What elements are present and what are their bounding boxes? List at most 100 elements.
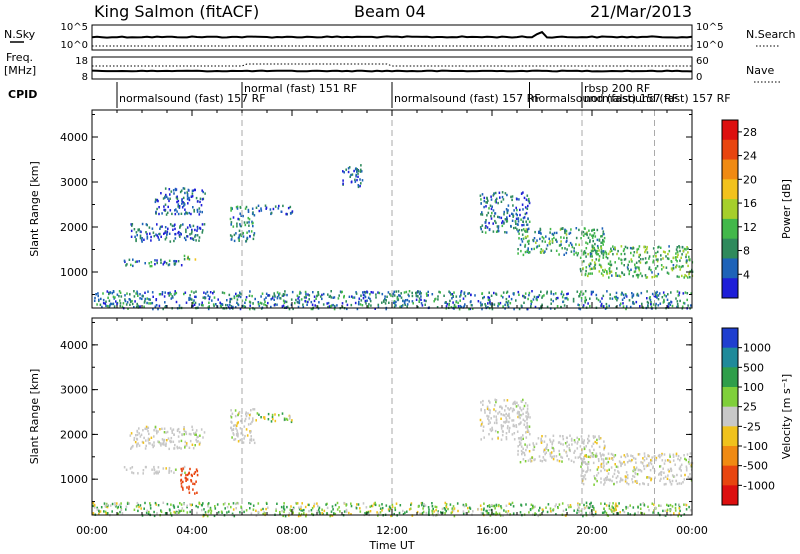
- echo-cell: [680, 482, 683, 485]
- echo-cell: [505, 418, 508, 421]
- echo-cell: [636, 251, 638, 254]
- echo-cell: [135, 239, 137, 243]
- echo-cell: [499, 405, 502, 408]
- echo-cell: [667, 468, 670, 471]
- echo-cell: [136, 443, 138, 446]
- echo-cell: [609, 250, 611, 253]
- echo-cell: [598, 239, 601, 242]
- echo-cell: [523, 216, 526, 219]
- echo-cell: [515, 299, 517, 302]
- cpid-label: CPID: [8, 88, 37, 101]
- echo-cell: [160, 510, 163, 513]
- echo-cell: [233, 438, 235, 441]
- echo-cell: [234, 409, 237, 412]
- colorbar-segment: [722, 258, 738, 279]
- echo-cell: [282, 304, 285, 307]
- echo-cell: [508, 414, 510, 418]
- echo-cell: [610, 263, 612, 266]
- echo-cell: [237, 294, 240, 297]
- echo-cell: [620, 245, 623, 248]
- echo-cell: [633, 475, 636, 478]
- echo-cell: [636, 273, 639, 277]
- echo-cell: [431, 512, 434, 516]
- echo-cell: [410, 502, 413, 505]
- echo-cell: [524, 292, 527, 295]
- echo-cell: [291, 419, 293, 422]
- echo-cell: [145, 439, 147, 442]
- echo-cell: [406, 303, 409, 306]
- echo-cell: [561, 456, 564, 459]
- echo-cell: [568, 458, 570, 461]
- echo-cell: [285, 212, 287, 216]
- echo-cell: [604, 510, 606, 513]
- echo-cell: [483, 436, 485, 439]
- echo-cell: [109, 291, 112, 294]
- echo-cell: [647, 483, 649, 486]
- echo-cell: [118, 295, 120, 298]
- echo-cell: [193, 299, 195, 302]
- echo-cell: [582, 253, 585, 256]
- echo-cell: [201, 301, 203, 304]
- echo-cell: [610, 270, 613, 273]
- echo-cell: [483, 196, 486, 200]
- echo-cell: [177, 199, 180, 203]
- echo-cell: [679, 465, 682, 468]
- echo-cell: [462, 512, 465, 516]
- echo-cell: [354, 178, 356, 181]
- echo-cell: [262, 512, 264, 516]
- echo-cell: [359, 303, 362, 306]
- nsky-trace: [91, 30, 693, 39]
- echo-cell: [200, 204, 203, 207]
- echo-cell: [194, 471, 197, 474]
- echo-cell: [202, 502, 204, 505]
- echo-cell: [630, 454, 632, 457]
- echo-cell: [138, 432, 140, 435]
- echo-cell: [566, 236, 568, 240]
- echo-cell: [591, 272, 593, 275]
- echo-cell: [573, 451, 575, 454]
- echo-cell: [593, 246, 595, 250]
- echo-cell: [350, 180, 353, 183]
- echo-cell: [174, 227, 176, 231]
- echo-cell: [280, 505, 283, 509]
- echo-cell: [252, 224, 254, 228]
- echo-cell: [162, 197, 165, 200]
- echo-cell: [619, 477, 622, 480]
- echo-cell: [249, 441, 251, 444]
- echo-cell: [678, 275, 680, 279]
- echo-cell: [106, 304, 109, 308]
- echo-cell: [583, 457, 586, 461]
- echo-cell: [681, 274, 683, 278]
- echo-cell: [591, 259, 594, 262]
- echo-cell: [627, 506, 629, 509]
- echo-cell: [474, 294, 476, 297]
- echo-cell: [132, 471, 135, 475]
- echo-cell: [366, 299, 368, 302]
- echo-cell: [650, 462, 653, 466]
- echo-cell: [136, 445, 138, 448]
- echo-cell: [147, 439, 150, 442]
- colorbar-segment: [722, 218, 738, 240]
- echo-cell: [495, 221, 497, 224]
- echo-cell: [318, 508, 320, 511]
- echo-cell: [266, 502, 268, 505]
- echo-cell: [672, 264, 675, 267]
- echo-cell: [187, 188, 190, 192]
- echo-cell: [242, 235, 245, 238]
- echo-cell: [552, 508, 555, 511]
- echo-cell: [420, 298, 422, 301]
- echo-cell: [276, 303, 278, 306]
- echo-cell: [494, 429, 497, 433]
- echo-cell: [208, 301, 210, 304]
- echo-cell: [192, 488, 194, 491]
- echo-cell: [643, 245, 645, 249]
- echo-cell: [567, 298, 569, 301]
- echo-cell: [613, 472, 616, 476]
- echo-cell: [583, 227, 586, 230]
- echo-cell: [555, 238, 557, 242]
- echo-cell: [245, 298, 247, 302]
- echo-cell: [472, 510, 474, 513]
- echo-cell: [180, 478, 183, 482]
- echo-cell: [156, 261, 158, 265]
- echo-cell: [163, 431, 166, 434]
